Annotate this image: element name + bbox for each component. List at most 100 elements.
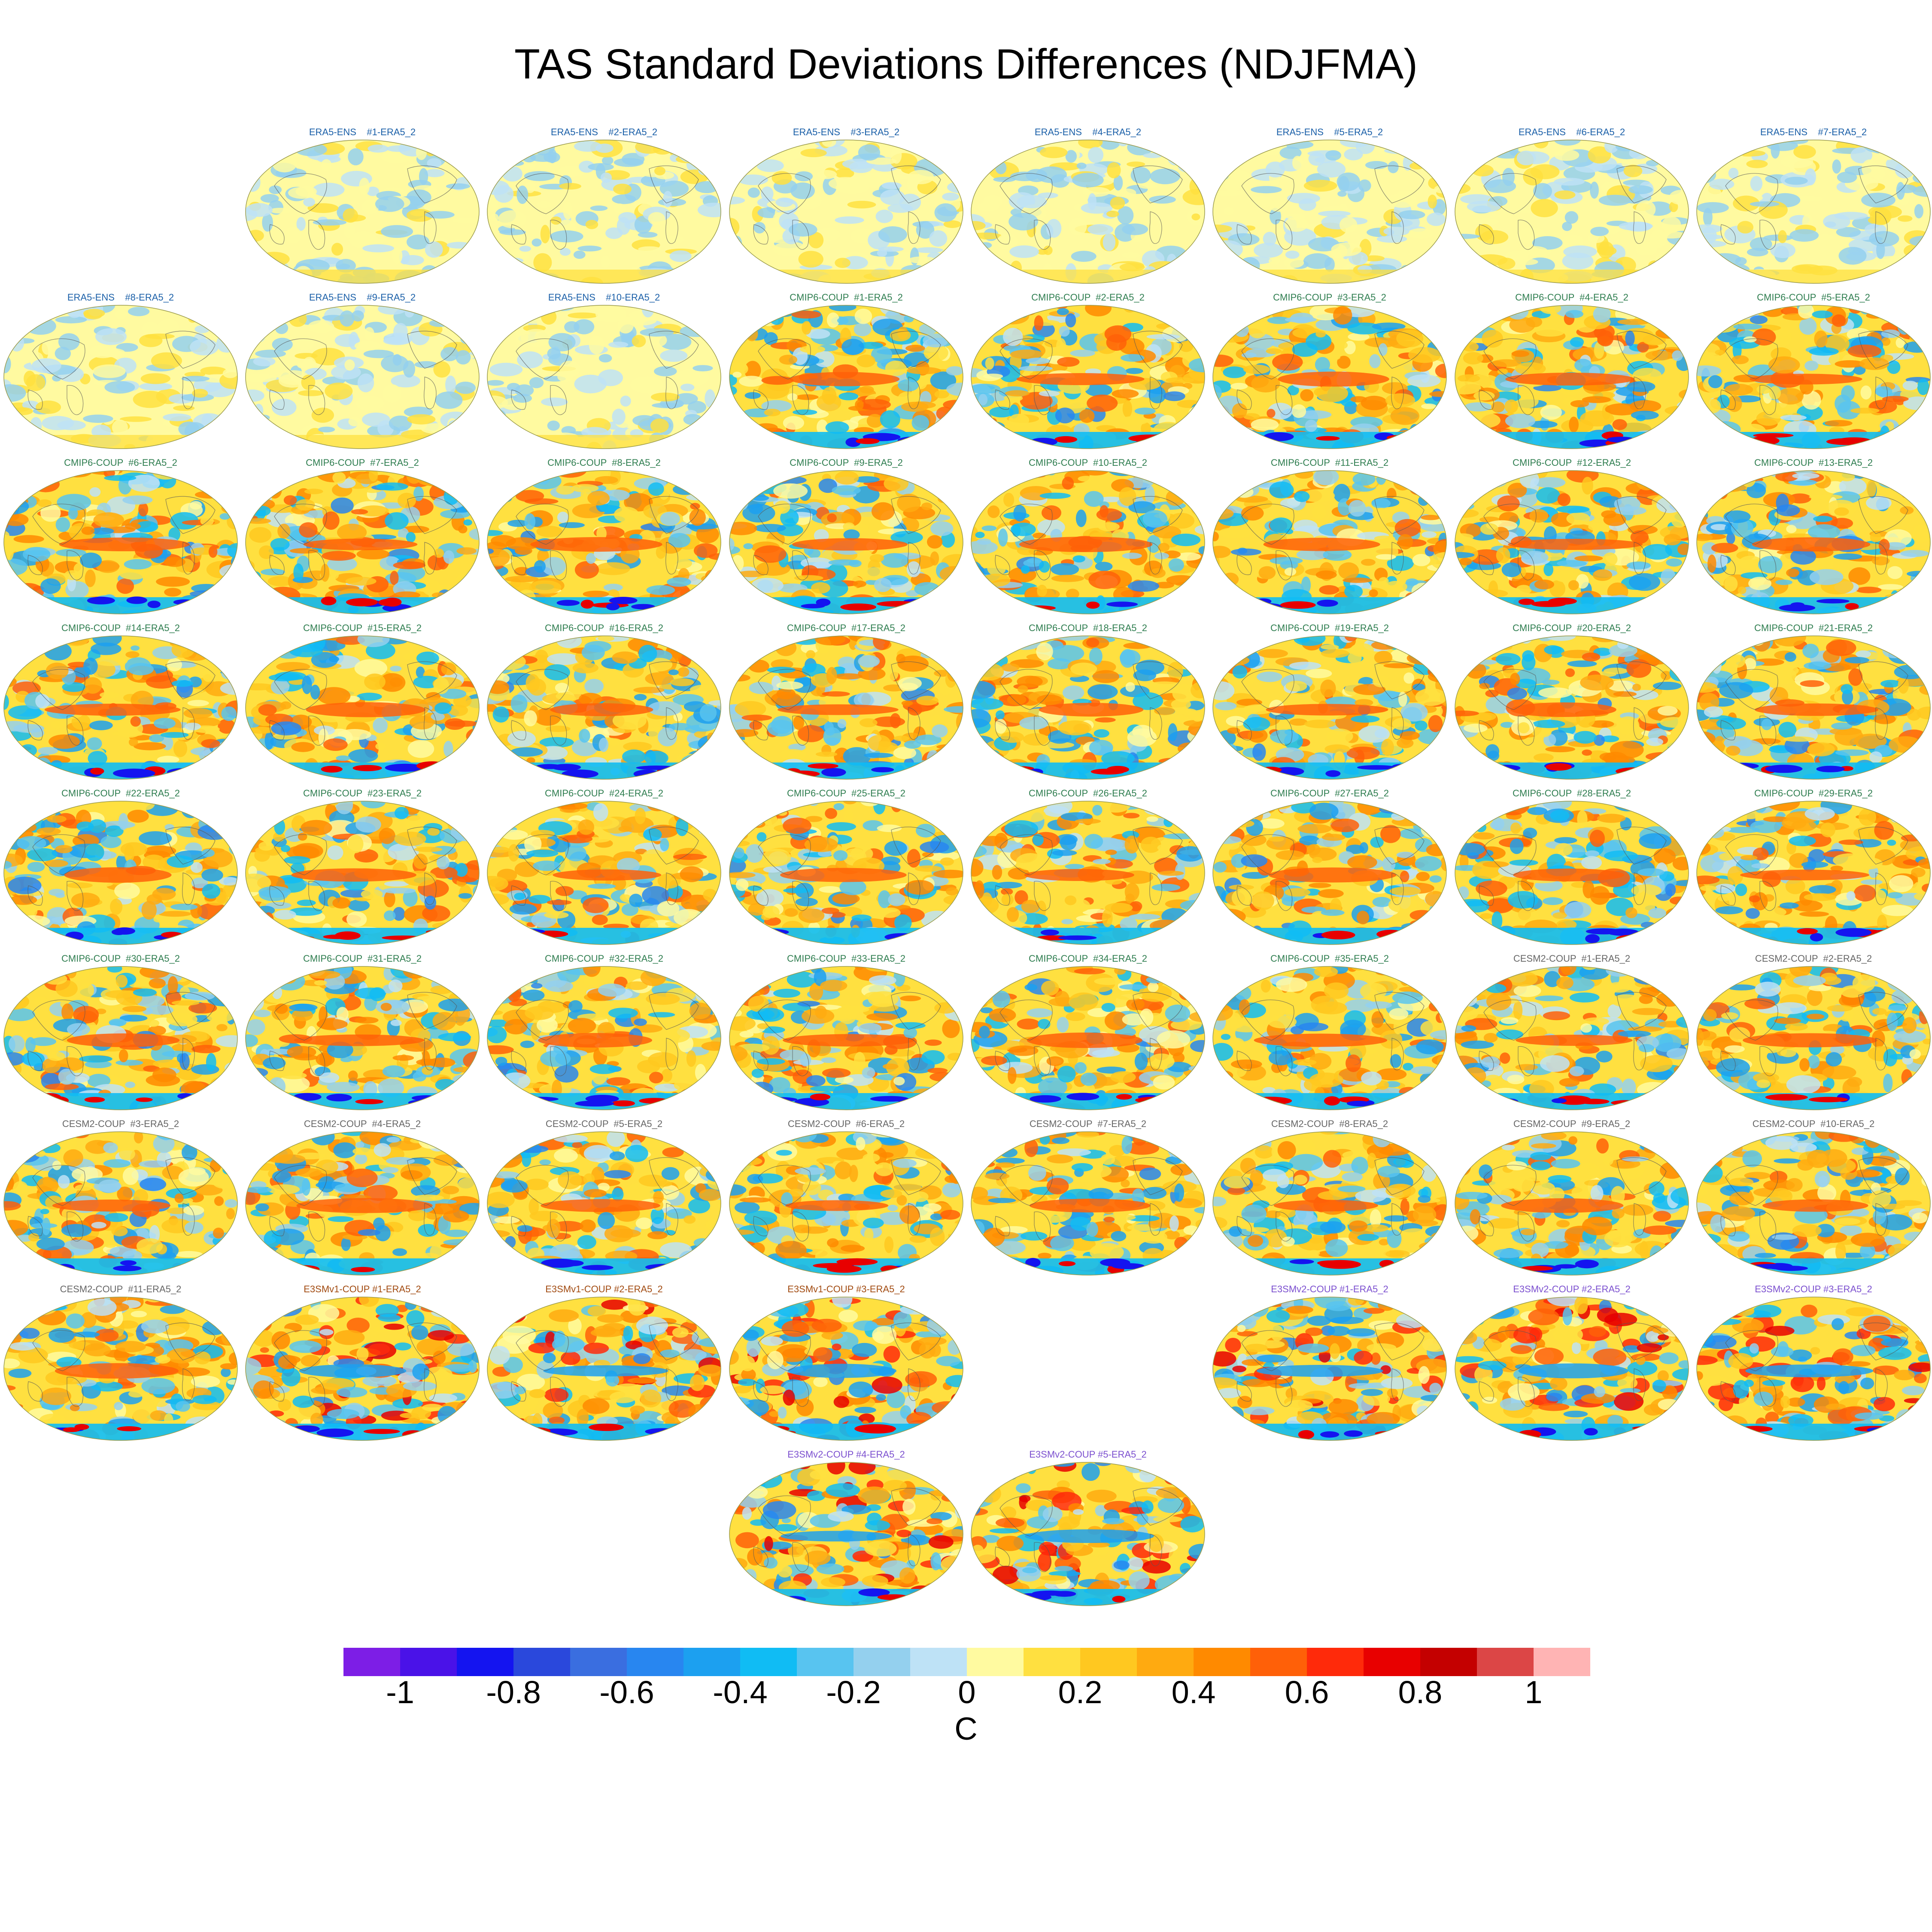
map-panel: CMIP6-COUP #7-ERA5_2 <box>242 457 483 618</box>
colorbar-tick-label: -0.8 <box>486 1674 541 1710</box>
panel-title: CMIP6-COUP #21-ERA5_2 <box>1754 623 1873 633</box>
map-panel: E3SMv2-COUP #3-ERA5_2 <box>1693 1284 1932 1445</box>
map-panel: CMIP6-COUP #12-ERA5_2 <box>1451 457 1692 618</box>
panel-title: CMIP6-COUP #33-ERA5_2 <box>787 953 905 964</box>
map-panel: CMIP6-COUP #19-ERA5_2 <box>1209 623 1450 784</box>
panel-title: CMIP6-COUP #34-ERA5_2 <box>1029 953 1147 964</box>
panel-title: ERA5-ENS #5-ERA5_2 <box>1276 127 1383 137</box>
panel-title: CMIP6-COUP #13-ERA5_2 <box>1754 457 1873 468</box>
world-map-heatmap <box>3 470 238 614</box>
panel-title: E3SMv2-COUP #3-ERA5_2 <box>1755 1284 1872 1294</box>
colorbar-swatch <box>570 1648 627 1676</box>
panel-title: CESM2-COUP #7-ERA5_2 <box>1029 1118 1147 1129</box>
world-map-heatmap <box>729 1462 963 1606</box>
world-map-heatmap <box>1455 801 1689 945</box>
panel-title: CESM2-COUP #9-ERA5_2 <box>1513 1118 1631 1129</box>
map-panel: CESM2-COUP #7-ERA5_2 <box>967 1118 1209 1279</box>
panel-title: CMIP6-COUP #20-ERA5_2 <box>1513 623 1631 633</box>
colorbar-swatch <box>967 1648 1024 1676</box>
map-panel: E3SMv2-COUP #2-ERA5_2 <box>1451 1284 1692 1445</box>
colorbar-swatch <box>1024 1648 1081 1676</box>
world-map-heatmap <box>1696 305 1931 449</box>
world-map-heatmap <box>1696 966 1931 1110</box>
map-panel: CMIP6-COUP #8-ERA5_2 <box>483 457 725 618</box>
map-panel: CMIP6-COUP #16-ERA5_2 <box>483 623 725 784</box>
panel-title: E3SMv2-COUP #1-ERA5_2 <box>1271 1284 1388 1294</box>
map-panel: CMIP6-COUP #20-ERA5_2 <box>1451 623 1692 784</box>
panel-title: ERA5-ENS #9-ERA5_2 <box>309 292 416 303</box>
map-panel: CMIP6-COUP #34-ERA5_2 <box>967 953 1209 1114</box>
map-panel: ERA5-ENS #2-ERA5_2 <box>483 127 725 288</box>
colorbar-units-label: C <box>954 1711 978 1747</box>
panel-title: ERA5-ENS #1-ERA5_2 <box>309 127 416 137</box>
world-map-heatmap <box>971 1131 1205 1276</box>
map-panel: CMIP6-COUP #29-ERA5_2 <box>1693 788 1932 949</box>
map-panel: ERA5-ENS #1-ERA5_2 <box>242 127 483 288</box>
panel-title: CESM2-COUP #4-ERA5_2 <box>304 1118 421 1129</box>
world-map-heatmap <box>3 635 238 780</box>
panel-title: CMIP6-COUP #35-ERA5_2 <box>1270 953 1389 964</box>
world-map-heatmap <box>1696 801 1931 945</box>
world-map-heatmap <box>245 1131 480 1276</box>
map-panel: CESM2-COUP #11-ERA5_2 <box>0 1284 241 1445</box>
panel-title: CESM2-COUP #10-ERA5_2 <box>1752 1118 1875 1129</box>
map-panel: E3SMv2-COUP #4-ERA5_2 <box>726 1449 967 1610</box>
map-panel: ERA5-ENS #6-ERA5_2 <box>1451 127 1692 288</box>
world-map-heatmap <box>487 635 721 780</box>
colorbar-tick-label: 0.4 <box>1171 1674 1216 1710</box>
world-map-heatmap <box>1696 470 1931 614</box>
panel-title: CMIP6-COUP #31-ERA5_2 <box>303 953 422 964</box>
map-panel: CMIP6-COUP #32-ERA5_2 <box>483 953 725 1114</box>
world-map-heatmap <box>971 140 1205 284</box>
panel-title: E3SMv1-COUP #1-ERA5_2 <box>304 1284 421 1294</box>
map-panel: CMIP6-COUP #26-ERA5_2 <box>967 788 1209 949</box>
panel-title: CMIP6-COUP #6-ERA5_2 <box>64 457 177 468</box>
map-panel: ERA5-ENS #10-ERA5_2 <box>483 292 725 453</box>
map-panel: CMIP6-COUP #14-ERA5_2 <box>0 623 241 784</box>
world-map-heatmap <box>971 470 1205 614</box>
panel-title: CESM2-COUP #6-ERA5_2 <box>787 1118 905 1129</box>
world-map-heatmap <box>487 140 721 284</box>
panel-title: CMIP6-COUP #5-ERA5_2 <box>1757 292 1870 303</box>
map-panel: CESM2-COUP #8-ERA5_2 <box>1209 1118 1450 1279</box>
world-map-heatmap <box>1455 966 1689 1110</box>
colorbar-swatch <box>910 1648 967 1676</box>
panel-title: CMIP6-COUP #29-ERA5_2 <box>1754 788 1873 799</box>
panel-title: CMIP6-COUP #27-ERA5_2 <box>1270 788 1389 799</box>
world-map-heatmap <box>1455 1297 1689 1441</box>
colorbar-tick-label: 0.8 <box>1398 1674 1443 1710</box>
colorbar <box>343 1648 1590 1676</box>
panel-title: CESM2-COUP #2-ERA5_2 <box>1755 953 1872 964</box>
world-map-heatmap <box>245 635 480 780</box>
map-panel: CMIP6-COUP #18-ERA5_2 <box>967 623 1209 784</box>
world-map-heatmap <box>1212 801 1447 945</box>
world-map-heatmap <box>1455 1131 1689 1276</box>
world-map-heatmap <box>1212 140 1447 284</box>
colorbar-swatch <box>1420 1648 1477 1676</box>
map-panel: CMIP6-COUP #35-ERA5_2 <box>1209 953 1450 1114</box>
world-map-heatmap <box>1212 1297 1447 1441</box>
panel-title: CMIP6-COUP #2-ERA5_2 <box>1031 292 1145 303</box>
map-panel: CMIP6-COUP #30-ERA5_2 <box>0 953 241 1114</box>
map-panel: CESM2-COUP #6-ERA5_2 <box>726 1118 967 1279</box>
colorbar-swatch <box>343 1648 401 1676</box>
colorbar-swatch <box>797 1648 854 1676</box>
map-panel: ERA5-ENS #7-ERA5_2 <box>1693 127 1932 288</box>
world-map-heatmap <box>487 1297 721 1441</box>
panel-title: CMIP6-COUP #23-ERA5_2 <box>303 788 422 799</box>
world-map-heatmap <box>1455 305 1689 449</box>
world-map-heatmap <box>487 801 721 945</box>
world-map-heatmap <box>3 1131 238 1276</box>
colorbar-swatch <box>457 1648 514 1676</box>
panel-title: CMIP6-COUP #26-ERA5_2 <box>1029 788 1147 799</box>
panel-title: CESM2-COUP #8-ERA5_2 <box>1271 1118 1388 1129</box>
panel-title: CMIP6-COUP #8-ERA5_2 <box>547 457 661 468</box>
world-map-heatmap <box>729 1131 963 1276</box>
world-map-heatmap <box>245 140 480 284</box>
map-panel: CMIP6-COUP #5-ERA5_2 <box>1693 292 1932 453</box>
map-panel: E3SMv1-COUP #1-ERA5_2 <box>242 1284 483 1445</box>
colorbar-tick-label: -0.4 <box>713 1674 768 1710</box>
panel-title: CESM2-COUP #5-ERA5_2 <box>545 1118 663 1129</box>
panel-title: CMIP6-COUP #14-ERA5_2 <box>61 623 180 633</box>
colorbar-tick-label: 0.6 <box>1285 1674 1329 1710</box>
